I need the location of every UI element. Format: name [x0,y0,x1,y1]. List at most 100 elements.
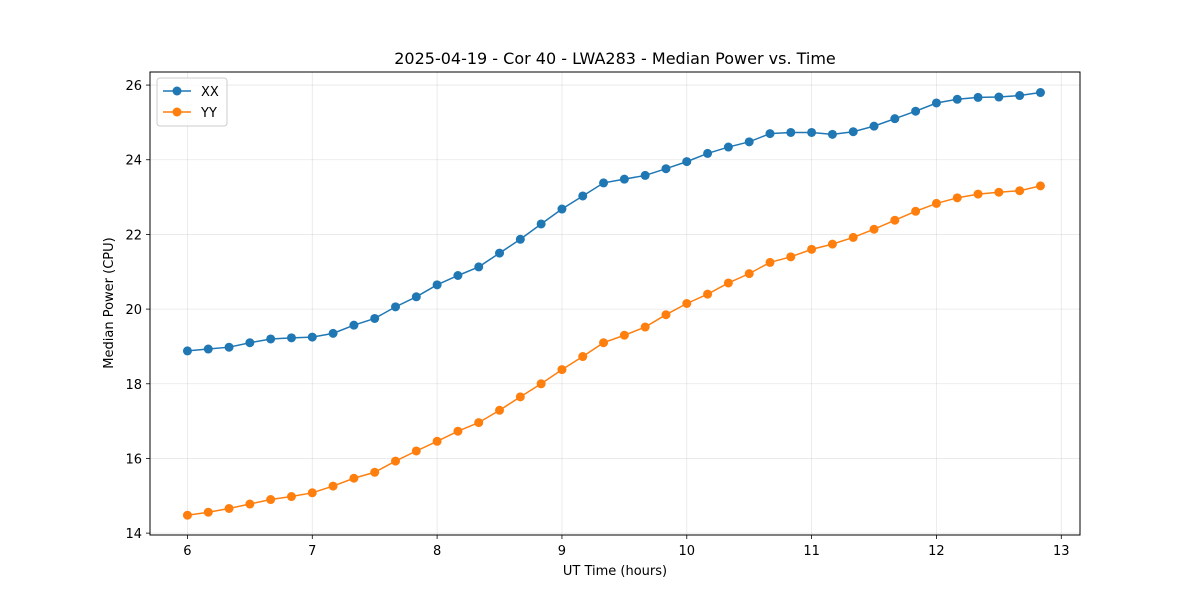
x-axis-label: UT Time (hours) [563,564,667,579]
y-tick-label: 22 [125,228,142,243]
data-point-xx [307,332,317,342]
data-point-yy [890,215,900,225]
data-point-yy [370,467,380,477]
data-point-xx [848,127,858,137]
legend-marker-xx [172,86,182,96]
data-point-yy [911,206,921,216]
data-point-yy [536,379,546,389]
data-point-xx [245,338,255,348]
data-point-xx [786,127,796,137]
data-point-xx [827,129,837,139]
data-point-yy [723,278,733,288]
y-tick-label: 26 [125,79,142,94]
data-point-xx [911,106,921,116]
chart-title: 2025-04-19 - Cor 40 - LWA283 - Median Po… [394,49,836,68]
data-point-yy [973,189,983,199]
data-point-yy [203,507,213,517]
x-tick-label: 7 [308,544,316,559]
data-point-xx [224,342,234,352]
plot-frame [149,71,1081,536]
data-point-xx [578,191,588,201]
data-point-yy [578,352,588,362]
x-tick-label: 8 [433,544,441,559]
data-point-xx [432,280,442,290]
series-yy [182,181,1045,520]
data-point-yy [266,495,276,505]
x-tick-label: 6 [183,544,191,559]
data-point-yy [661,310,671,320]
data-point-xx [1015,91,1025,101]
data-point-yy [495,405,505,415]
data-point-xx [203,344,213,354]
data-point-yy [182,510,192,520]
data-point-yy [786,252,796,262]
data-point-xx [931,98,941,108]
y-tick-label: 24 [125,154,142,169]
data-point-yy [432,436,442,446]
grid [150,72,1080,535]
data-point-yy [328,481,338,491]
data-point-xx [328,328,338,338]
data-point-xx [349,320,359,330]
data-point-yy [994,187,1004,197]
data-point-yy [827,239,837,249]
data-point-xx [723,142,733,152]
data-point-xx [890,114,900,124]
data-point-xx [744,137,754,147]
y-tick-label: 14 [125,527,142,542]
data-point-xx [1035,88,1045,98]
data-point-yy [224,503,234,513]
data-point-yy [1035,181,1045,191]
data-point-xx [973,92,983,102]
data-point-xx [557,204,567,214]
data-point-xx [495,248,505,258]
series-layer [182,88,1045,520]
data-point-xx [599,178,609,188]
data-point-xx [411,292,421,302]
data-point-yy [807,244,817,254]
x-tick-label: 11 [803,544,820,559]
data-point-xx [370,313,380,323]
data-point-yy [245,499,255,509]
data-point-yy [931,198,941,208]
data-point-xx [869,121,879,131]
data-point-yy [619,330,629,340]
legend-label-yy: YY [200,106,217,121]
data-point-xx [994,92,1004,102]
data-point-yy [599,338,609,348]
data-point-yy [349,473,359,483]
data-point-xx [474,262,484,272]
data-point-xx [286,333,296,343]
y-tick-label: 18 [125,378,142,393]
x-tick-label: 9 [558,544,566,559]
legend: XX YY [156,77,228,127]
data-point-xx [952,94,962,104]
data-point-yy [557,365,567,375]
y-axis-label: Median Power (CPU) [102,237,117,368]
data-point-yy [640,322,650,332]
data-point-yy [744,269,754,279]
data-point-xx [703,148,713,158]
data-point-xx [515,234,525,244]
x-tick-label: 12 [928,544,945,559]
x-tick-label: 10 [679,544,696,559]
data-point-xx [182,346,192,356]
series-xx [182,88,1045,356]
data-point-yy [411,446,421,456]
data-point-yy [1015,186,1025,196]
data-point-xx [640,170,650,180]
data-point-yy [515,392,525,402]
data-point-xx [661,164,671,174]
data-point-yy [307,488,317,498]
data-point-xx [682,157,692,167]
data-point-xx [536,219,546,229]
data-point-yy [848,232,858,242]
y-tick-label: 20 [125,303,142,318]
data-point-xx [266,334,276,344]
data-point-yy [453,426,463,436]
data-point-xx [619,174,629,184]
data-point-yy [952,193,962,203]
data-point-yy [869,224,879,234]
data-point-yy [391,456,401,466]
